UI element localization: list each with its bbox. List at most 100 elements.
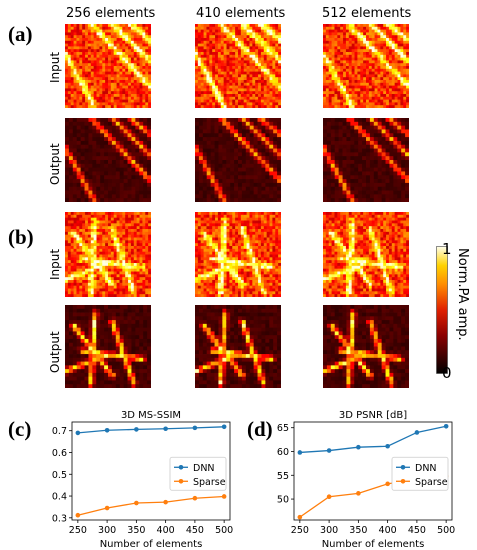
image-pixel — [381, 194, 386, 199]
image-pixel — [272, 94, 276, 98]
image-pixel — [331, 96, 335, 100]
image-pixel — [383, 43, 387, 47]
image-pixel — [357, 26, 361, 30]
image-pixel — [76, 63, 80, 67]
image-pixel — [85, 274, 89, 278]
image-pixel — [377, 129, 383, 134]
image-pixel — [218, 190, 223, 195]
image-pixel — [273, 144, 278, 149]
image-pixel — [108, 133, 113, 138]
image-pixel — [105, 282, 109, 287]
image-pixel — [93, 99, 97, 103]
image-pixel — [346, 186, 351, 191]
image-pixel — [265, 121, 270, 127]
image-pixel — [113, 237, 117, 241]
image-pixel — [255, 29, 259, 33]
image-pixel — [217, 32, 222, 36]
image-pixel — [243, 49, 247, 53]
image-pixel — [260, 77, 265, 81]
image-pixel — [368, 77, 373, 81]
image-pixel — [383, 35, 387, 39]
image-pixel — [222, 163, 227, 169]
image-pixel — [108, 66, 112, 70]
image-pixel — [104, 152, 109, 157]
image-pixel — [122, 52, 126, 56]
image-pixel — [354, 121, 359, 127]
image-pixel — [122, 223, 126, 227]
image-pixel — [119, 214, 123, 219]
image-pixel — [82, 77, 86, 81]
image-pixel — [278, 26, 281, 30]
image-pixel — [325, 68, 330, 72]
image-pixel — [147, 144, 151, 149]
image-pixel — [394, 68, 398, 72]
image-pixel — [82, 54, 86, 58]
image-pixel — [125, 280, 129, 284]
image-pixel — [90, 246, 95, 250]
image-pixel — [145, 29, 149, 33]
image-pixel — [348, 74, 353, 78]
image-pixel — [139, 121, 144, 127]
image-pixel — [330, 140, 336, 146]
image-pixel — [340, 94, 344, 98]
image-pixel — [123, 133, 128, 138]
image-pixel — [362, 152, 367, 157]
image-pixel — [385, 171, 390, 176]
image-pixel — [345, 35, 350, 39]
image-pixel — [70, 57, 74, 61]
image-pixel — [388, 49, 393, 53]
image-pixel — [328, 29, 332, 33]
image-pixel — [76, 217, 80, 221]
image-pixel — [238, 186, 243, 191]
image-pixel — [116, 263, 120, 267]
image-pixel — [73, 46, 77, 50]
image-pixel — [85, 35, 89, 39]
image-pixel — [65, 277, 69, 281]
image-pixel — [206, 137, 212, 142]
image-pixel — [238, 88, 242, 92]
image-pixel — [258, 80, 262, 84]
image-pixel — [381, 198, 386, 202]
image-pixel — [73, 237, 77, 241]
image-pixel — [87, 214, 92, 219]
image-pixel — [366, 88, 370, 92]
image-pixel — [209, 63, 213, 67]
image-pixel — [198, 186, 204, 191]
image-pixel — [354, 182, 359, 188]
image-pixel — [200, 80, 204, 84]
image-pixel — [331, 71, 335, 75]
image-pixel — [195, 182, 200, 188]
image-pixel — [393, 144, 398, 149]
image-pixel — [90, 105, 95, 108]
image-pixel — [277, 163, 281, 169]
image-pixel — [130, 237, 135, 241]
image-pixel — [261, 163, 266, 169]
image-pixel — [241, 144, 247, 149]
image-pixel — [119, 68, 123, 72]
image-pixel — [263, 40, 268, 44]
image-pixel — [145, 82, 149, 86]
image-pixel — [127, 118, 132, 123]
image-pixel — [87, 24, 92, 28]
image-pixel — [326, 186, 332, 191]
image-pixel — [139, 260, 143, 264]
image-pixel — [85, 254, 89, 258]
image-pixel — [67, 285, 72, 289]
image-pixel — [337, 49, 341, 53]
image-pixel — [377, 88, 381, 92]
image-pixel — [125, 214, 129, 219]
image-pixel — [96, 85, 100, 89]
image-pixel — [391, 49, 396, 53]
image-pixel — [206, 94, 210, 98]
image-pixel — [123, 190, 128, 195]
image-pixel — [397, 85, 401, 89]
image-pixel — [245, 118, 251, 123]
image-pixel — [68, 186, 74, 191]
image-pixel — [197, 96, 202, 100]
image-pixel — [119, 96, 123, 100]
image-pixel — [363, 88, 367, 92]
image-pixel — [85, 231, 89, 236]
image-pixel — [222, 175, 227, 180]
image-pixel — [90, 24, 95, 28]
image-pixel — [401, 167, 406, 172]
